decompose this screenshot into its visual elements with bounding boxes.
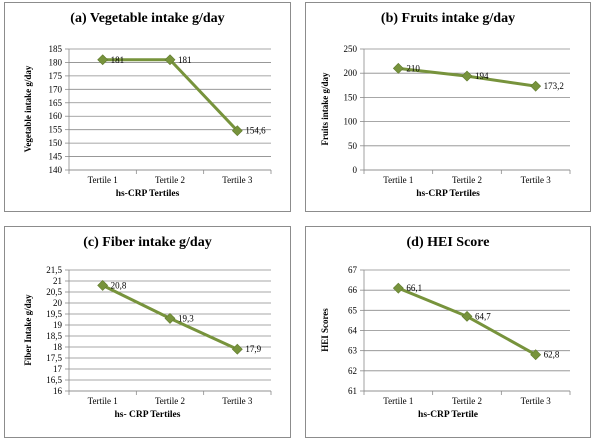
data-point — [461, 70, 473, 82]
y-tick-label: 67 — [348, 265, 358, 275]
data-label: 64,7 — [475, 311, 491, 321]
chart-panel-hei: (d) HEI Score 61 62 63 64 65 66 67 Tertile 1 Ter… — [305, 226, 591, 438]
chart-plot: 140 145 150 155 160 165 170 175 180 185 Tertile 1 T… — [49, 44, 272, 185]
data-label: 181 — [111, 55, 125, 65]
data-label: 194 — [475, 71, 489, 81]
chart-plot: 61 62 63 64 65 66 67 Tertile 1 Tertile 2 Tertile … — [348, 265, 571, 406]
x-tick-label: Tertile 1 — [383, 175, 413, 185]
x-tick-label: Tertile 1 — [88, 175, 118, 185]
y-axis-label: HEI Scores — [320, 308, 330, 352]
x-tick-label: Tertile 2 — [155, 175, 185, 185]
x-tick-label: Tertile 2 — [155, 396, 185, 406]
y-tick-label: 185 — [49, 44, 63, 54]
data-label: 173,2 — [544, 81, 564, 91]
chart-panel-fruits: (b) Fruits intake g/day 0 50 100 150 200 250 T… — [305, 2, 591, 212]
data-label: 181 — [178, 55, 192, 65]
y-tick-label: 16,5 — [46, 375, 62, 385]
data-point — [461, 310, 473, 322]
x-tick-label: Tertile 1 — [383, 396, 413, 406]
y-tick-label: 140 — [49, 165, 63, 175]
data-point — [164, 312, 176, 324]
y-axis-label: Fruits intake g/day — [320, 72, 330, 146]
y-tick-label: 61 — [348, 386, 357, 396]
data-label: 17,9 — [245, 344, 261, 354]
chart-title: (c) Fiber intake g/day — [83, 235, 212, 250]
x-tick-label: Tertile 3 — [222, 396, 253, 406]
chart-plot: 0 50 100 150 200 250 Tertile 1 Tertile 2 Tertile… — [344, 44, 571, 185]
y-tick-label: 64 — [348, 326, 358, 336]
y-tick-label: 21 — [53, 276, 62, 286]
y-tick-label: 150 — [344, 92, 358, 102]
y-tick-label: 200 — [344, 68, 358, 78]
data-label: 19,3 — [178, 313, 194, 323]
series-line — [102, 58, 239, 132]
y-tick-label: 150 — [49, 138, 63, 148]
data-point — [164, 54, 176, 66]
data-point — [97, 279, 109, 291]
y-tick-label: 16 — [53, 386, 63, 396]
y-tick-label: 66 — [348, 285, 358, 295]
data-label: 62,8 — [544, 350, 560, 360]
y-tick-label: 65 — [348, 305, 358, 315]
data-point — [231, 343, 243, 355]
x-axis-label: hs-CRP Tertiles — [416, 189, 480, 199]
y-tick-label: 19 — [53, 320, 63, 330]
y-tick-label: 17,5 — [46, 353, 62, 363]
y-tick-label: 62 — [348, 366, 357, 376]
y-tick-label: 170 — [49, 84, 63, 94]
y-axis-label: Fiber Intake g/day — [23, 294, 33, 366]
x-tick-label: Tertile 2 — [452, 396, 482, 406]
y-tick-label: 180 — [49, 57, 63, 67]
y-tick-label: 250 — [344, 44, 358, 54]
chart-title: (a) Vegetable intake g/day — [70, 11, 225, 26]
chart-panel-fiber: (c) Fiber intake g/day 16 16,5 17 17,5 18 18,… — [4, 226, 291, 438]
y-tick-label: 21,5 — [46, 265, 62, 275]
y-tick-label: 18 — [53, 342, 63, 352]
data-point — [530, 80, 542, 92]
y-tick-label: 100 — [344, 117, 358, 127]
x-tick-label: Tertile 3 — [521, 175, 552, 185]
data-point — [231, 125, 243, 137]
x-tick-label: Tertile 3 — [222, 175, 253, 185]
chart-title: (b) Fruits intake g/day — [380, 11, 516, 26]
data-point — [97, 54, 109, 66]
y-tick-label: 145 — [49, 152, 63, 162]
y-tick-label: 17 — [53, 364, 63, 374]
x-axis-label: hs-CRP Tertile — [418, 410, 478, 420]
chart-title: (d) HEI Score — [406, 235, 490, 250]
data-label: 20,8 — [111, 280, 127, 290]
y-tick-label: 0 — [353, 165, 358, 175]
y-axis-label: Vegetable intake g/day — [23, 65, 33, 153]
y-tick-label: 19,5 — [46, 309, 62, 319]
data-point — [392, 282, 404, 294]
y-tick-label: 50 — [348, 141, 358, 151]
data-point — [392, 62, 404, 74]
y-tick-label: 18,5 — [46, 331, 62, 341]
chart-panel-vegetable: (a) Vegetable intake g/day 140 145 150 155 1… — [4, 2, 291, 212]
x-tick-label: Tertile 3 — [521, 396, 552, 406]
x-tick-label: Tertile 2 — [452, 175, 482, 185]
x-tick-label: Tertile 1 — [88, 396, 118, 406]
y-tick-label: 155 — [49, 125, 63, 135]
data-label: 210 — [406, 63, 420, 73]
y-tick-label: 165 — [49, 98, 63, 108]
y-tick-label: 175 — [49, 71, 63, 81]
data-point — [530, 349, 542, 361]
data-label: 154,6 — [245, 126, 266, 136]
data-label: 66,1 — [406, 283, 422, 293]
x-axis-label: hs- CRP Tertiles — [114, 410, 181, 420]
y-tick-label: 20,5 — [46, 287, 62, 297]
y-tick-label: 20 — [53, 298, 63, 308]
x-axis-label: hs-CRP Tertiles — [115, 189, 180, 199]
y-tick-label: 160 — [49, 111, 63, 121]
y-tick-label: 63 — [348, 346, 358, 356]
